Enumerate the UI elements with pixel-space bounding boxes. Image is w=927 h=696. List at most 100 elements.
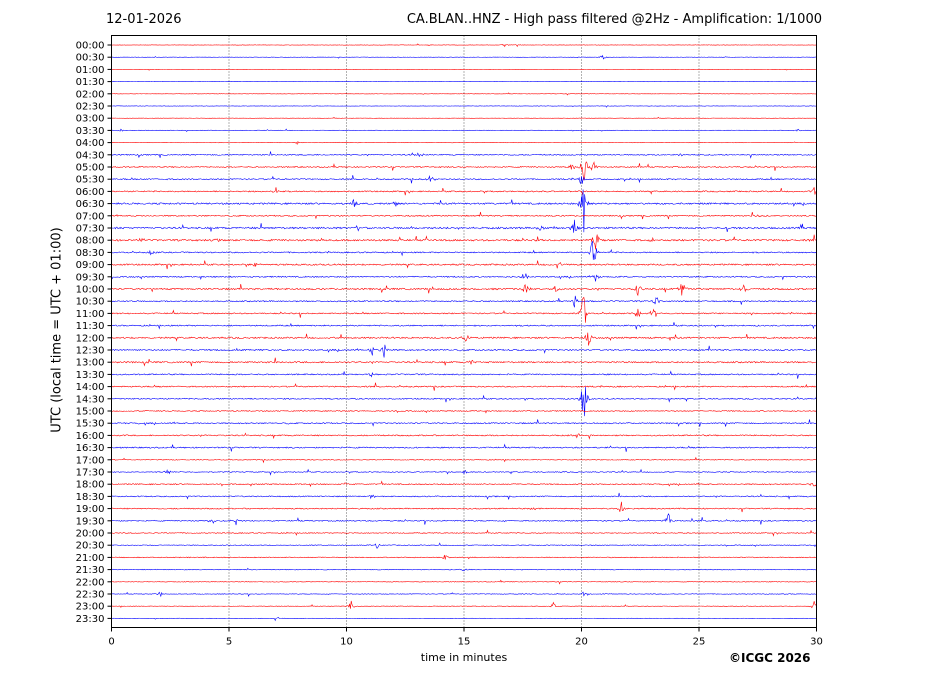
y-axis-label: UTC (local time = UTC + 01:00) [49, 227, 65, 433]
y-tick-label-2200: 22:00 [76, 577, 105, 588]
y-tick-label-0000: 00:00 [76, 41, 105, 52]
trace-row-2000 [111, 529, 817, 537]
trace-row-1600 [111, 432, 817, 440]
y-tick-label-0900: 09:00 [76, 260, 105, 271]
x-tick-label-5: 5 [226, 637, 232, 648]
trace-row-1700 [111, 456, 817, 464]
trace-row-2030 [111, 542, 817, 549]
y-tick-label-2030: 20:30 [76, 541, 105, 552]
x-tick-label-20: 20 [575, 637, 588, 648]
x-tick-label-0: 0 [108, 637, 114, 648]
y-tick-label-1900: 19:00 [76, 504, 105, 515]
trace-row-1800 [111, 480, 817, 488]
trace-row-0200 [111, 92, 817, 96]
trace-row-0730 [111, 219, 817, 233]
trace-row-1000 [111, 283, 817, 297]
x-tick-label-25: 25 [693, 637, 706, 648]
y-tick-label-2130: 21:30 [76, 565, 105, 576]
trace-row-1230 [111, 344, 817, 358]
trace-row-1900 [111, 501, 817, 513]
trace-row-0000 [111, 43, 817, 48]
trace-row-0400 [111, 140, 817, 145]
trace-row-0430 [111, 151, 817, 159]
y-tick-label-1200: 12:00 [76, 333, 105, 344]
trace-row-1200 [111, 332, 817, 346]
y-tick-label-0930: 09:30 [76, 272, 105, 283]
y-tick-label-1430: 14:30 [76, 394, 105, 405]
trace-row-0100 [111, 68, 817, 71]
y-tick-label-1030: 10:30 [76, 297, 105, 308]
y-tick-label-0800: 08:00 [76, 236, 105, 247]
x-tick-label-30: 30 [810, 637, 823, 648]
y-tick-label-0230: 02:30 [76, 102, 105, 113]
y-tick-label-1630: 16:30 [76, 443, 105, 454]
trace-row-0530 [111, 175, 817, 185]
y-tick-label-2300: 23:00 [76, 602, 105, 613]
chart-date: 12-01-2026 [106, 12, 182, 27]
y-tick-label-0130: 01:30 [76, 77, 105, 88]
y-tick-label-2000: 20:00 [76, 529, 105, 540]
trace-row-0500 [111, 161, 817, 181]
trace-row-1630 [111, 443, 817, 452]
y-tick-label-0530: 05:30 [76, 175, 105, 186]
trace-row-2130 [111, 567, 817, 572]
trace-row-1130 [111, 322, 817, 330]
y-tick-label-1730: 17:30 [76, 468, 105, 479]
trace-row-1300 [111, 357, 817, 367]
trace-row-0830 [111, 241, 817, 261]
trace-row-0030 [111, 54, 817, 60]
trace-row-1030 [111, 295, 817, 308]
y-tick-label-1330: 13:30 [76, 370, 105, 381]
y-tick-label-1700: 17:00 [76, 455, 105, 466]
x-axis-label: time in minutes [420, 651, 508, 664]
y-tick-label-1100: 11:00 [76, 309, 105, 320]
trace-row-0300 [111, 116, 817, 119]
trace-row-2200 [111, 579, 817, 585]
trace-row-2230 [111, 591, 817, 598]
chart-title: CA.BLAN..HNZ - High pass filtered @2Hz -… [406, 12, 822, 27]
trace-row-2100 [111, 554, 817, 560]
trace-row-0930 [111, 273, 817, 282]
y-tick-label-0400: 04:00 [76, 138, 105, 149]
y-tick-label-0200: 02:00 [76, 89, 105, 100]
trace-row-1830 [111, 492, 817, 500]
trace-row-1500 [111, 410, 817, 414]
y-tick-label-0700: 07:00 [76, 211, 105, 222]
trace-row-1100 [111, 296, 817, 323]
y-tick-label-2230: 22:30 [76, 590, 105, 601]
y-tick-label-1600: 16:00 [76, 431, 105, 442]
y-tick-label-0730: 07:30 [76, 224, 105, 235]
y-tick-label-0100: 01:00 [76, 65, 105, 76]
y-tick-label-0430: 04:30 [76, 150, 105, 161]
trace-row-1730 [111, 468, 817, 476]
trace-row-0700 [111, 211, 817, 220]
y-tick-label-0500: 05:00 [76, 163, 105, 174]
trace-row-0900 [111, 260, 817, 270]
y-tick-label-1300: 13:00 [76, 358, 105, 369]
x-tick-label-10: 10 [340, 637, 353, 648]
y-tick-label-1000: 10:00 [76, 285, 105, 296]
y-tick-label-2100: 21:00 [76, 553, 105, 564]
trace-row-1430 [111, 386, 817, 417]
trace-row-1400 [111, 382, 817, 391]
y-tick-label-1230: 12:30 [76, 346, 105, 357]
trace-row-0230 [111, 105, 817, 108]
y-tick-label-1930: 19:30 [76, 516, 105, 527]
vertical-gridlines [228, 35, 700, 628]
seismic-traces [111, 43, 817, 622]
x-axis-ticks: 0 5 10 15 20 25 30 [108, 627, 823, 648]
y-tick-label-0630: 06:30 [76, 199, 105, 210]
trace-row-0800 [111, 234, 817, 250]
plot-frame [111, 35, 817, 628]
trace-row-0630 [111, 189, 817, 233]
y-tick-label-0030: 00:30 [76, 53, 105, 64]
y-tick-label-0600: 06:00 [76, 187, 105, 198]
x-tick-label-15: 15 [458, 637, 471, 648]
y-tick-label-1800: 18:00 [76, 480, 105, 491]
trace-row-1930 [111, 513, 817, 526]
y-tick-label-1830: 18:30 [76, 492, 105, 503]
trace-row-2330 [111, 617, 817, 622]
trace-row-1530 [111, 419, 817, 427]
